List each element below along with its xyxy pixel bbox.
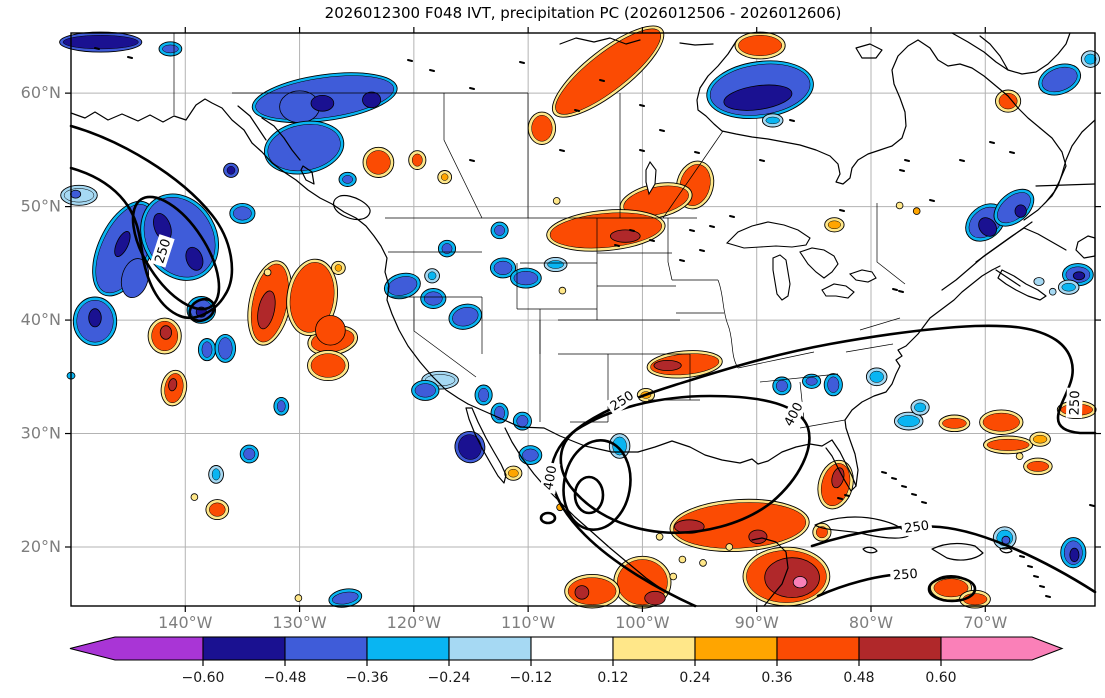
lat-tick-label: 60°N	[21, 83, 61, 102]
lakes	[645, 160, 877, 301]
lon-tick-label: 130°W	[272, 613, 327, 632]
colorbar-tick-label: 0.60	[925, 670, 956, 686]
colorbar-tick-label: −0.12	[510, 670, 553, 686]
ivt-contours	[69, 124, 1097, 608]
lon-tick-label: 70°W	[963, 613, 1007, 632]
contour-label: 250	[904, 518, 931, 536]
axis-ticks	[65, 27, 1101, 612]
map-specks	[94, 47, 1095, 598]
contour-label: 400	[541, 464, 560, 491]
contour-label: 250	[892, 567, 918, 584]
lat-tick-label: 20°N	[21, 537, 61, 556]
lat-tick-label: 50°N	[21, 197, 61, 216]
lon-tick-label: 110°W	[501, 613, 556, 632]
lat-tick-label: 30°N	[21, 424, 61, 443]
lon-tick-label: 120°W	[387, 613, 442, 632]
lon-tick-label: 100°W	[615, 613, 670, 632]
lon-tick-label: 80°W	[849, 613, 893, 632]
colorbar-tick-label: −0.36	[346, 670, 389, 686]
anomaly-fills	[59, 25, 1100, 609]
plot-frame	[70, 32, 1096, 607]
contour-label: 250	[1067, 390, 1083, 415]
lon-tick-label: 90°W	[735, 613, 779, 632]
lat-tick-label: 40°N	[21, 310, 61, 329]
colorbar-tick-label: 0.36	[761, 670, 792, 686]
colorbar-tick-label: −0.48	[264, 670, 307, 686]
gridlines	[71, 33, 1095, 606]
colorbar: −0.60 −0.48 −0.36 −0.24 −0.12 0.12 0.24 0.36 0.4…	[69, 636, 1064, 686]
colorbar-tick-label: 0.48	[843, 670, 874, 686]
axis-tick-labels: 140°W 130°W 120°W 110°W 100°W 90°W 80°W 70°W 20°…	[21, 83, 1008, 632]
lon-tick-label: 140°W	[158, 613, 213, 632]
contour-label: 250	[152, 237, 174, 265]
colorbar-tick-label: 0.24	[679, 670, 710, 686]
plot-title: 2026012300 F048 IVT, precipitation PC (2…	[324, 4, 842, 22]
colorbar-tick-label: −0.60	[182, 670, 225, 686]
colorbar-tick-label: 0.12	[597, 670, 628, 686]
coastlines	[70, 32, 1096, 607]
colorbar-tick-label: −0.24	[428, 670, 471, 686]
